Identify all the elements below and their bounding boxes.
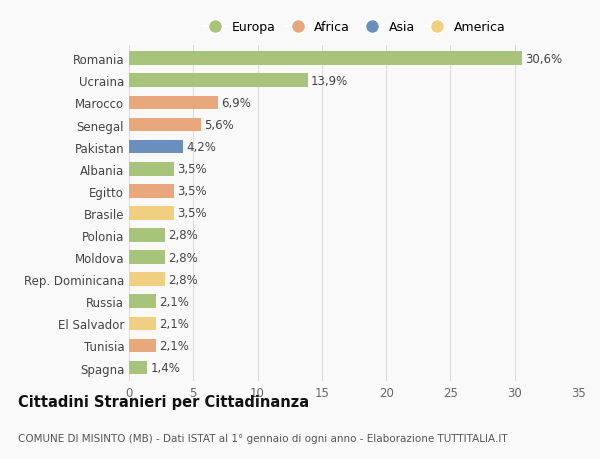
Text: 30,6%: 30,6%	[526, 53, 563, 66]
Text: 2,1%: 2,1%	[159, 295, 189, 308]
Text: 3,5%: 3,5%	[177, 185, 207, 198]
Text: 5,6%: 5,6%	[204, 119, 234, 132]
Text: 6,9%: 6,9%	[221, 97, 251, 110]
Bar	[129, 74, 308, 88]
Bar	[129, 273, 165, 286]
Bar	[129, 229, 165, 242]
Text: 13,9%: 13,9%	[311, 75, 348, 88]
Text: 1,4%: 1,4%	[150, 361, 180, 374]
Bar	[129, 251, 165, 264]
Bar	[129, 339, 156, 353]
Bar	[129, 317, 156, 330]
Bar	[129, 361, 147, 375]
Text: COMUNE DI MISINTO (MB) - Dati ISTAT al 1° gennaio di ogni anno - Elaborazione TU: COMUNE DI MISINTO (MB) - Dati ISTAT al 1…	[18, 433, 508, 442]
Text: 2,8%: 2,8%	[168, 251, 198, 264]
Text: 3,5%: 3,5%	[177, 163, 207, 176]
Bar	[129, 140, 183, 154]
Text: Cittadini Stranieri per Cittadinanza: Cittadini Stranieri per Cittadinanza	[18, 394, 309, 409]
Text: 4,2%: 4,2%	[186, 141, 216, 154]
Text: 2,8%: 2,8%	[168, 229, 198, 242]
Text: 2,8%: 2,8%	[168, 273, 198, 286]
Bar	[129, 207, 174, 220]
Bar	[129, 162, 174, 176]
Legend: Europa, Africa, Asia, America: Europa, Africa, Asia, America	[200, 18, 508, 36]
Text: 2,1%: 2,1%	[159, 317, 189, 330]
Text: 2,1%: 2,1%	[159, 339, 189, 352]
Bar	[129, 96, 218, 110]
Bar	[129, 295, 156, 308]
Bar	[129, 52, 523, 66]
Text: 3,5%: 3,5%	[177, 207, 207, 220]
Bar	[129, 118, 201, 132]
Bar	[129, 185, 174, 198]
